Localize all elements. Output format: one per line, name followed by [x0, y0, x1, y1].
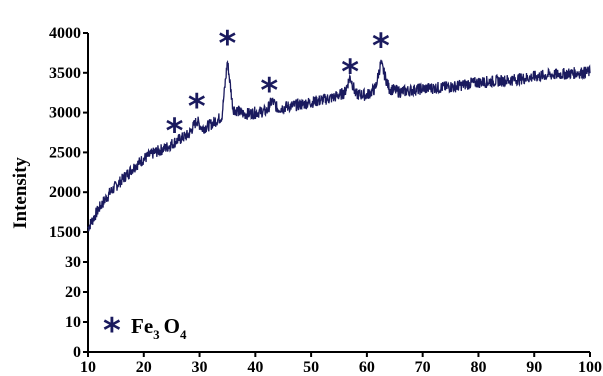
x-tick-label: 90	[526, 359, 542, 376]
series-line	[87, 59, 591, 232]
y-tick-label: 4000	[49, 25, 81, 42]
peak-marker: *	[219, 24, 237, 64]
chart-axes	[83, 32, 591, 357]
x-tick-label: 20	[136, 359, 152, 376]
x-tick-label: 40	[247, 359, 263, 376]
tick-labels: 10 20 30 40 50 60 70 80 90 1000102030150020002500…	[49, 25, 602, 376]
x-tick-label: 100	[578, 359, 602, 376]
peak-marker: *	[166, 112, 184, 152]
y-tick-label: 3000	[49, 105, 81, 122]
legend: * Fe3 O4	[103, 311, 187, 351]
peak-markers: **** **	[166, 24, 390, 152]
x-tick-label: 30	[192, 359, 208, 376]
y-tick-label: 2000	[49, 184, 81, 201]
peak-marker: *	[188, 87, 206, 127]
x-tick-label: 50	[303, 359, 319, 376]
legend-symbol: *	[103, 311, 121, 351]
legend-element-1: Fe	[131, 314, 153, 338]
y-axis-title: Intensity	[10, 157, 31, 229]
peak-marker: *	[341, 53, 359, 93]
legend-subscript-1: 3	[153, 327, 160, 342]
peak-marker: *	[372, 26, 390, 66]
x-tick-label: 70	[415, 359, 431, 376]
x-tick-label: 60	[359, 359, 375, 376]
legend-label: Fe3 O4	[131, 314, 187, 342]
y-tick-label: 2500	[49, 144, 81, 161]
y-tick-label: 0	[73, 344, 81, 361]
x-tick-label: 10	[80, 359, 96, 376]
y-tick-label: 10	[65, 314, 81, 331]
x-tick-label: 80	[470, 359, 486, 376]
y-tick-label: 20	[65, 284, 81, 301]
series-group	[87, 59, 591, 232]
y-tick-label: 30	[65, 254, 81, 271]
y-tick-label: 1500	[49, 224, 81, 241]
y-tick-label: 3500	[49, 65, 81, 82]
legend-subscript-2: 4	[180, 327, 187, 342]
peak-marker: *	[260, 71, 278, 111]
legend-element-2: O	[164, 314, 180, 338]
